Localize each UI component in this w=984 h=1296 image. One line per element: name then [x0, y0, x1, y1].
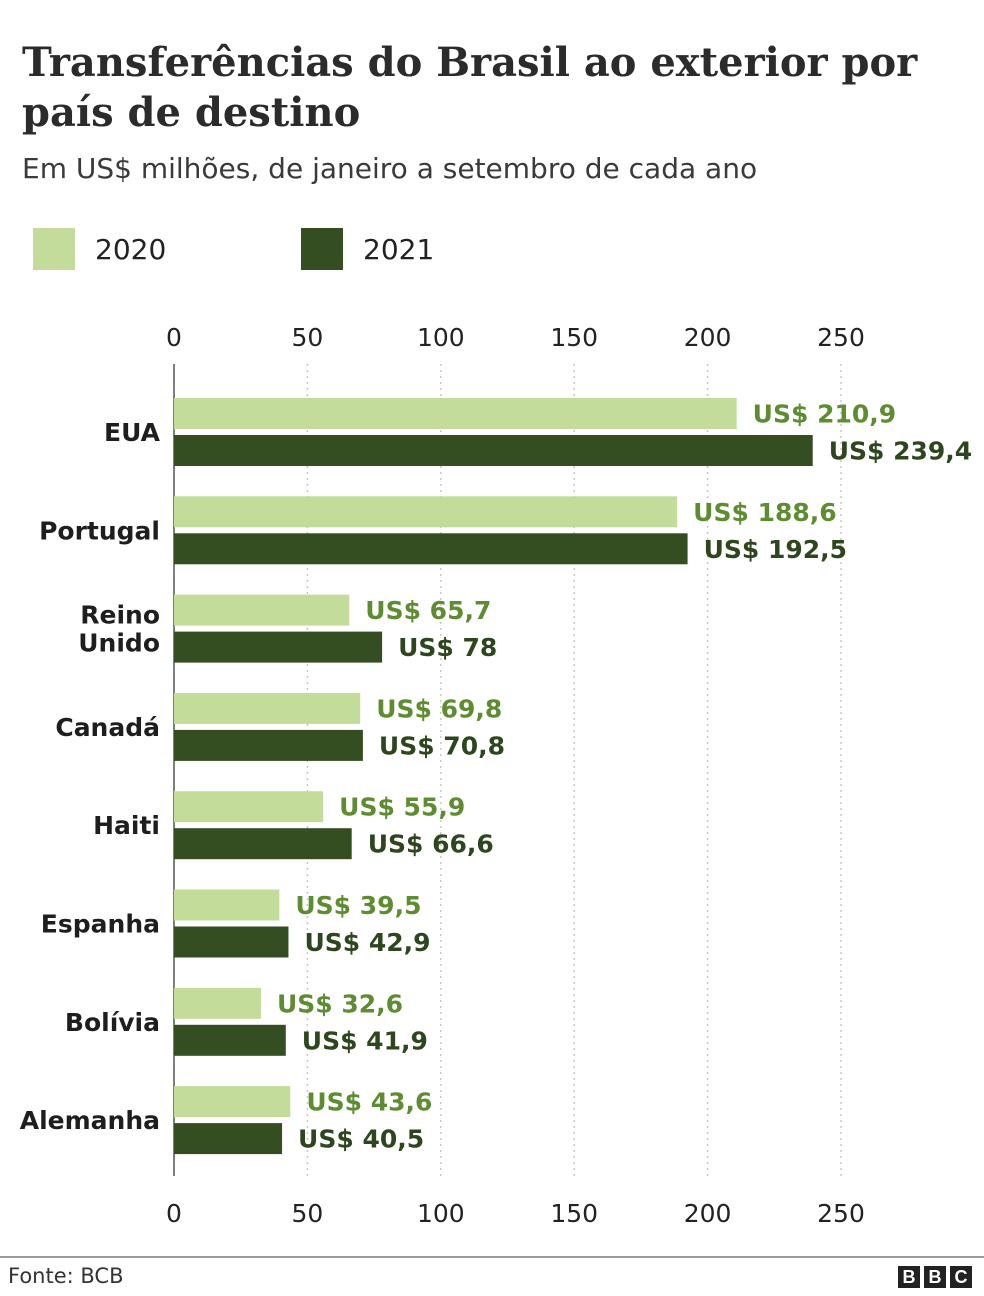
x-tick-label-top: 150 — [550, 323, 598, 352]
bar-2020 — [174, 791, 324, 823]
bar-2020 — [174, 496, 678, 528]
x-tick-label-top: 50 — [291, 323, 323, 352]
bar-chart: 0 0 50 50 100 100 150 150 200 200 250 250 US$ 210,9 U… — [20, 323, 972, 1228]
x-tick-label-bottom: 50 — [291, 1199, 323, 1228]
legend-swatch-2020 — [33, 228, 75, 270]
category-label: Bolívia — [65, 1008, 160, 1037]
legend-label-2020: 2020 — [95, 232, 167, 266]
category-label: Portugal — [39, 516, 160, 545]
bar-2021 — [174, 1024, 286, 1056]
x-tick-label-bottom: 150 — [550, 1199, 598, 1228]
data-label-2021: US$ 70,8 — [379, 731, 505, 760]
legend: 2020 2021 — [0, 228, 984, 272]
category-label: Reino Unido — [78, 601, 160, 658]
bar-2021 — [174, 828, 352, 860]
bbc-logo-letter: B — [898, 1266, 920, 1288]
legend-item-2020: 2020 — [33, 228, 166, 270]
x-tick-label-top: 100 — [417, 323, 465, 352]
data-label-2021: US$ 40,5 — [298, 1125, 424, 1154]
bbc-logo-letter: B — [924, 1266, 946, 1288]
x-tick-label-bottom: 100 — [417, 1199, 465, 1228]
data-label-2020: US$ 55,9 — [339, 793, 465, 822]
data-label-2020: US$ 39,5 — [295, 891, 421, 920]
data-label-2021: US$ 239,4 — [829, 437, 972, 466]
bar-2020 — [174, 889, 280, 921]
legend-swatch-2021 — [301, 228, 343, 270]
x-tick-label-top: 0 — [166, 323, 182, 352]
data-label-2021: US$ 192,5 — [704, 535, 847, 564]
footer-divider — [0, 1256, 984, 1258]
data-label-2020: US$ 65,7 — [365, 596, 491, 625]
legend-label-2021: 2021 — [363, 232, 435, 266]
source-note: Fonte: BCB — [8, 1264, 124, 1288]
bar-2020 — [174, 1086, 291, 1118]
bar-2020 — [174, 398, 737, 429]
legend-item-2021: 2021 — [301, 228, 434, 270]
data-label-2020: US$ 210,9 — [753, 400, 896, 429]
data-label-2020: US$ 32,6 — [277, 989, 403, 1018]
data-label-2021: US$ 41,9 — [302, 1026, 428, 1055]
bar-2020 — [174, 987, 261, 1019]
bbc-logo: B B C — [894, 1266, 972, 1288]
x-tick-label-bottom: 200 — [684, 1199, 732, 1228]
data-label-2021: US$ 66,6 — [368, 830, 494, 859]
bar-2020 — [174, 692, 361, 724]
bar-2020 — [174, 594, 350, 626]
bar-2021 — [174, 729, 363, 761]
bar-2021 — [174, 1123, 283, 1155]
category-label: Haiti — [93, 811, 160, 840]
bar-2021 — [174, 435, 813, 466]
bar-2021 — [174, 533, 688, 565]
data-label-2021: US$ 78 — [398, 633, 497, 662]
category-label: Espanha — [41, 910, 160, 939]
x-tick-label-bottom: 0 — [166, 1199, 182, 1228]
chart-subtitle: Em US$ milhões, de janeiro a setembro de… — [22, 152, 758, 185]
x-tick-label-top: 250 — [817, 323, 865, 352]
data-label-2021: US$ 42,9 — [304, 928, 430, 957]
data-label-2020: US$ 188,6 — [693, 498, 836, 527]
bar-2021 — [174, 631, 383, 663]
data-label-2020: US$ 69,8 — [376, 694, 502, 723]
category-label: Alemanha — [20, 1106, 160, 1135]
chart-title: Transferências do Brasil ao exterior por… — [22, 39, 918, 136]
x-tick-label-top: 200 — [684, 323, 732, 352]
category-label: EUA — [104, 418, 161, 447]
x-tick-label-bottom: 250 — [817, 1199, 865, 1228]
category-label: Canadá — [55, 713, 160, 742]
bbc-logo-letter: C — [950, 1266, 972, 1288]
data-label-2020: US$ 43,6 — [306, 1088, 432, 1117]
bar-2021 — [174, 926, 289, 958]
